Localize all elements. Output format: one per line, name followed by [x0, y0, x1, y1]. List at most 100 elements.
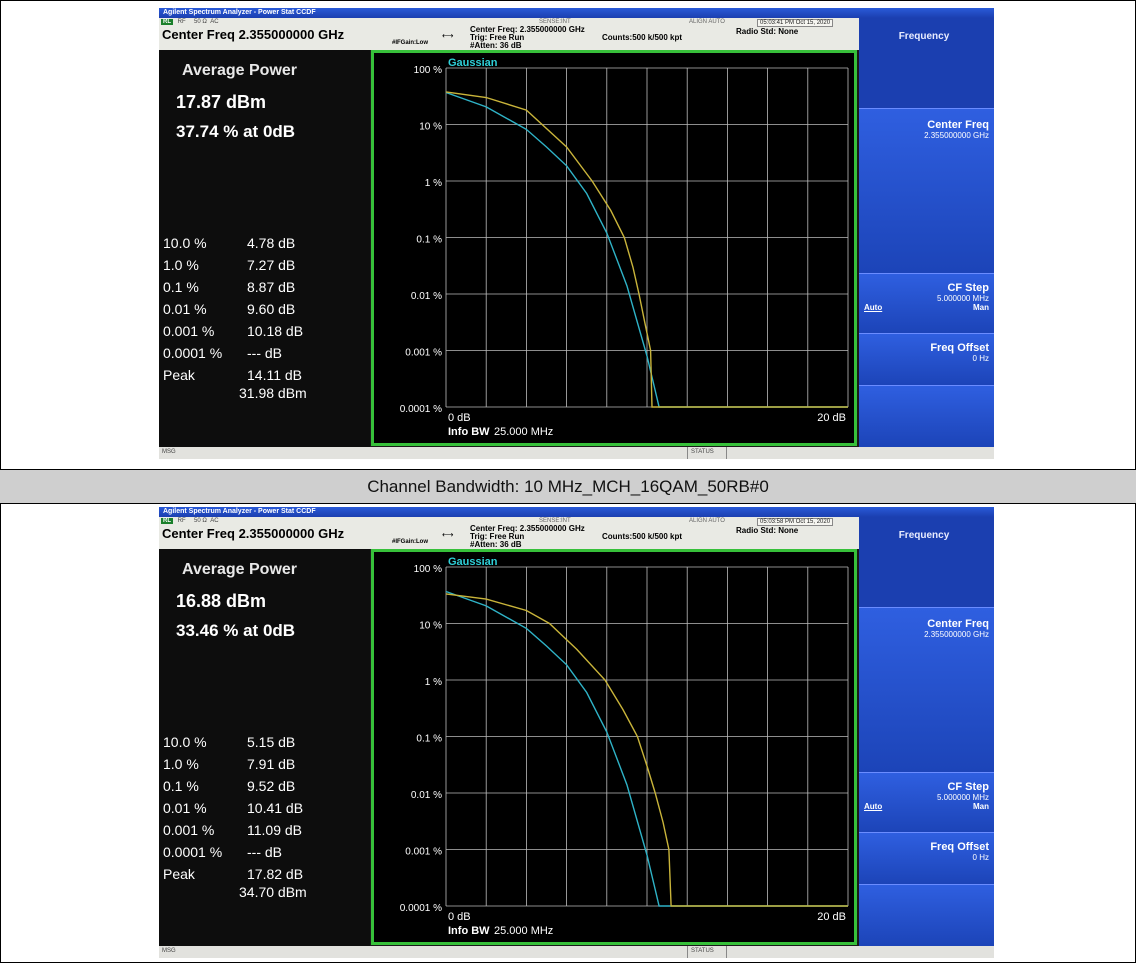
window-title: Agilent Spectrum Analyzer - Power Stat C…: [159, 8, 994, 18]
ccdf-graph: 100 % 10 % 1 % 0.1 % 0.01 % 0.001 % 0.0001 % Ga…: [371, 50, 857, 446]
sense-label: SENSE:INT: [539, 518, 571, 524]
softkey-menu-title: Frequency: [859, 517, 994, 607]
coupling-label: AC: [210, 518, 219, 524]
power-value: 4.78 dB: [247, 235, 296, 251]
rf-label: RF: [177, 19, 186, 25]
probability-label: 1.0 %: [163, 257, 199, 273]
info-center-freq: Center Freq: 2.355000000 GHz: [470, 524, 585, 533]
ccdf-plot: 100 % 10 % 1 % 0.1 % 0.01 % 0.001 % 0.0001 % Ga…: [400, 556, 849, 937]
info-bw-label: Info BW: [448, 925, 490, 937]
status-label: STATUS: [687, 447, 727, 459]
timestamp: 05:03:58 PM Oct 15, 2020: [757, 518, 834, 526]
softkey-panel: Frequency Center Freq 2.355000000 GHz CF…: [859, 517, 994, 946]
average-power-title: Average Power: [182, 561, 298, 578]
ccdf-graph: 100 % 10 % 1 % 0.1 % 0.01 % 0.001 % 0.0001 % Ga…: [371, 549, 857, 945]
radio-std-label: Radio Std: None: [736, 27, 799, 36]
info-bw-label: Info BW: [448, 426, 490, 438]
power-value: 7.27 dB: [247, 257, 296, 273]
measurement-info: Center Freq: 2.355000000 GHz Trig: Free …: [470, 26, 585, 50]
average-power-title: Average Power: [182, 62, 298, 79]
probability-label: 0.0001 %: [163, 844, 223, 860]
probability-label: 1.0 %: [163, 756, 199, 772]
msg-label: MSG: [162, 449, 176, 455]
y-tick-label: 0.0001 %: [400, 404, 442, 415]
measured-trace: [445, 91, 848, 408]
blank-softkey[interactable]: [859, 385, 994, 447]
power-value: 8.87 dB: [247, 279, 296, 295]
cf-step-softkey[interactable]: CF Step 5.000000 MHz Auto Man: [859, 273, 994, 333]
ifgain-label: #IFGain:Low: [392, 539, 428, 545]
y-tick-label: 0.001 %: [405, 348, 442, 359]
y-tick-label: 0.001 %: [405, 847, 442, 858]
center-freq-softkey-label: Center Freq: [927, 618, 989, 630]
timestamp: 05:03:41 PM Oct 15, 2020: [757, 19, 834, 27]
softkey-menu-title: Frequency: [859, 18, 994, 108]
power-value: 31.98 dBm: [239, 385, 307, 401]
man-option[interactable]: Man: [973, 303, 989, 312]
cf-step-softkey[interactable]: CF Step 5.000000 MHz Auto Man: [859, 772, 994, 832]
y-tick-label: 0.01 %: [411, 790, 442, 801]
power-value: --- dB: [247, 345, 282, 361]
x-axis-end-label: 20 dB: [817, 911, 846, 923]
power-value: 17.82 dB: [247, 866, 304, 882]
probability-label: 0.01 %: [163, 301, 207, 317]
power-value: 7.91 dB: [247, 756, 296, 772]
auto-option[interactable]: Auto: [864, 303, 883, 312]
rf-label: RF: [177, 518, 186, 524]
counts-label: Counts:500 k/500 kpt: [602, 532, 683, 541]
average-power-value: 16.88 dBm: [176, 591, 267, 611]
y-tick-label: 0.1 %: [416, 734, 442, 745]
y-tick-label: 1 %: [425, 178, 442, 189]
align-label: ALIGN AUTO: [689, 518, 725, 524]
results-panel: Average Power 16.88 dBm 33.46 % at 0dB 1…: [159, 549, 370, 947]
man-option[interactable]: Man: [973, 802, 989, 811]
info-atten: #Atten: 36 dB: [470, 41, 522, 50]
auto-man-toggle[interactable]: Auto Man: [859, 303, 989, 312]
gaussian-legend: Gaussian: [448, 57, 498, 69]
power-value: 34.70 dBm: [239, 884, 307, 900]
y-tick-label: 1 %: [425, 677, 442, 688]
center-freq-softkey[interactable]: Center Freq 2.355000000 GHz: [859, 108, 994, 273]
impedance-label: 50 Ω: [194, 518, 207, 524]
gaussian-trace: [445, 590, 848, 907]
gaussian-legend: Gaussian: [448, 556, 498, 568]
freq-offset-softkey[interactable]: Freq Offset 0 Hz: [859, 832, 994, 884]
measured-trace: [445, 593, 848, 907]
cf-step-softkey-value: 5.000000 MHz: [936, 793, 989, 802]
freq-offset-softkey[interactable]: Freq Offset 0 Hz: [859, 333, 994, 385]
power-value: 9.52 dB: [247, 778, 296, 794]
arrow-icon: ⟷: [442, 530, 454, 539]
power-value: 14.11 dB: [247, 367, 303, 383]
y-tick-label: 10 %: [419, 621, 442, 632]
probability-label: 0.0001 %: [163, 345, 223, 361]
x-axis-start-label: 0 dB: [448, 911, 471, 923]
impedance-label: 50 Ω: [194, 19, 207, 25]
auto-man-toggle[interactable]: Auto Man: [859, 802, 989, 811]
info-center-freq: Center Freq: 2.355000000 GHz: [470, 25, 585, 34]
center-freq-softkey-value: 2.355000000 GHz: [924, 630, 989, 639]
probability-label: 0.001 %: [163, 822, 215, 838]
percent-at-0db: 37.74 % at 0dB: [176, 122, 296, 141]
probability-label: 10.0 %: [163, 734, 207, 750]
auto-option[interactable]: Auto: [864, 802, 883, 811]
rl-badge: RL: [161, 518, 173, 524]
y-tick-label: 100 %: [414, 65, 442, 76]
freq-offset-softkey-value: 0 Hz: [972, 354, 989, 363]
blank-softkey[interactable]: [859, 884, 994, 946]
percent-at-0db: 33.46 % at 0dB: [176, 621, 296, 640]
sense-label: SENSE:INT: [539, 19, 571, 25]
power-value: 10.18 dB: [247, 323, 304, 339]
status-row: RL RF 50 Ω AC: [161, 518, 219, 524]
info-trig: Trig: Free Run: [470, 532, 525, 541]
y-tick-label: 100 %: [414, 564, 442, 575]
info-bw-value: 25.000 MHz: [494, 925, 553, 937]
align-label: ALIGN AUTO: [689, 19, 725, 25]
channel-bandwidth-caption: Channel Bandwidth: 10 MHz_MCH_16QAM_50RB…: [0, 469, 1136, 504]
probability-label: 0.1 %: [163, 279, 199, 295]
y-tick-label: 0.01 %: [411, 291, 442, 302]
center-freq-softkey[interactable]: Center Freq 2.355000000 GHz: [859, 607, 994, 772]
probability-label: 10.0 %: [163, 235, 207, 251]
status-label: STATUS: [687, 946, 727, 958]
info-atten: #Atten: 36 dB: [470, 540, 522, 549]
probability-label: 0.1 %: [163, 778, 199, 794]
